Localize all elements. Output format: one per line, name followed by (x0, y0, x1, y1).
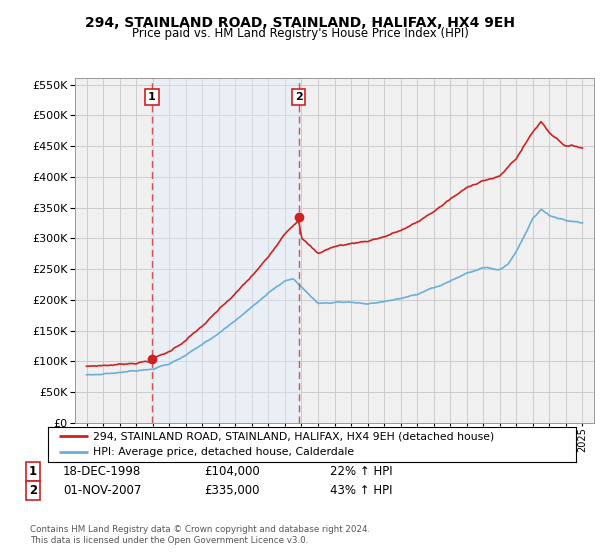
Text: HPI: Average price, detached house, Calderdale: HPI: Average price, detached house, Cald… (93, 447, 354, 458)
Text: 1: 1 (29, 465, 37, 478)
Text: Contains HM Land Registry data © Crown copyright and database right 2024.
This d: Contains HM Land Registry data © Crown c… (30, 525, 370, 545)
Text: 294, STAINLAND ROAD, STAINLAND, HALIFAX, HX4 9EH: 294, STAINLAND ROAD, STAINLAND, HALIFAX,… (85, 16, 515, 30)
Text: £335,000: £335,000 (204, 484, 260, 497)
Text: 2: 2 (29, 484, 37, 497)
Text: 294, STAINLAND ROAD, STAINLAND, HALIFAX, HX4 9EH (detached house): 294, STAINLAND ROAD, STAINLAND, HALIFAX,… (93, 431, 494, 441)
Text: £104,000: £104,000 (204, 465, 260, 478)
Text: 01-NOV-2007: 01-NOV-2007 (63, 484, 142, 497)
Text: 22% ↑ HPI: 22% ↑ HPI (330, 465, 392, 478)
Text: 43% ↑ HPI: 43% ↑ HPI (330, 484, 392, 497)
Text: 2: 2 (295, 92, 302, 102)
Text: 1: 1 (148, 92, 156, 102)
Text: 18-DEC-1998: 18-DEC-1998 (63, 465, 141, 478)
Bar (152, 78, 299, 423)
Text: Price paid vs. HM Land Registry's House Price Index (HPI): Price paid vs. HM Land Registry's House … (131, 27, 469, 40)
